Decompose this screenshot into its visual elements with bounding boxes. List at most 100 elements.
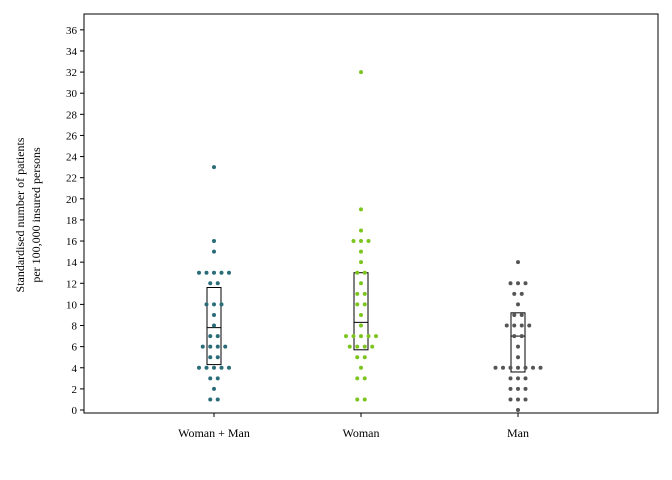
data-point bbox=[359, 365, 363, 370]
y-tick-label: 8 bbox=[72, 321, 78, 333]
data-point bbox=[351, 334, 356, 339]
data-point bbox=[359, 207, 363, 212]
y-tick-label: 28 bbox=[66, 109, 78, 121]
data-point bbox=[362, 397, 367, 402]
y-tick-label: 0 bbox=[72, 405, 78, 417]
data-point bbox=[519, 291, 524, 296]
data-point bbox=[508, 386, 513, 391]
data-point bbox=[208, 281, 213, 286]
y-tick-label: 16 bbox=[66, 236, 78, 248]
data-point bbox=[519, 323, 524, 328]
data-point bbox=[355, 344, 360, 349]
y-tick-label: 30 bbox=[66, 88, 78, 100]
x-category-label: Man bbox=[507, 426, 529, 440]
data-point bbox=[370, 344, 375, 349]
data-point bbox=[204, 270, 209, 275]
y-tick-label: 22 bbox=[66, 173, 77, 185]
data-point bbox=[516, 408, 520, 412]
data-point bbox=[223, 344, 228, 349]
data-point bbox=[212, 165, 216, 170]
data-point bbox=[212, 249, 216, 254]
y-tick-label: 14 bbox=[66, 257, 78, 269]
data-point bbox=[204, 365, 209, 370]
data-point bbox=[227, 365, 231, 370]
y-tick-label: 2 bbox=[72, 384, 78, 396]
data-point bbox=[355, 270, 360, 275]
data-point bbox=[523, 386, 528, 391]
data-point bbox=[362, 355, 367, 360]
data-point bbox=[215, 344, 220, 349]
data-point bbox=[208, 397, 213, 402]
data-point bbox=[355, 355, 360, 360]
data-point bbox=[359, 281, 363, 286]
y-tick-label: 24 bbox=[66, 152, 78, 164]
box-iqr bbox=[353, 272, 369, 351]
data-point bbox=[204, 302, 209, 307]
data-point bbox=[200, 344, 205, 349]
chart-marks bbox=[197, 70, 543, 412]
y-tick-label: 20 bbox=[66, 194, 78, 206]
data-point bbox=[359, 323, 363, 328]
data-point bbox=[508, 281, 513, 286]
y-tick-label: 6 bbox=[72, 342, 78, 354]
y-tick-label: 10 bbox=[66, 299, 78, 311]
data-point bbox=[516, 344, 520, 349]
data-point bbox=[212, 312, 216, 317]
y-tick-label: 34 bbox=[66, 46, 78, 58]
data-point bbox=[508, 397, 513, 402]
data-point bbox=[219, 270, 224, 275]
data-point bbox=[516, 386, 520, 391]
box-iqr bbox=[206, 287, 222, 366]
y-tick-label: 26 bbox=[66, 130, 78, 142]
data-point bbox=[212, 323, 216, 328]
x-category-label: Woman + Man bbox=[178, 426, 250, 440]
data-point bbox=[366, 334, 371, 339]
data-point bbox=[219, 302, 224, 307]
series-group bbox=[344, 70, 378, 402]
data-point bbox=[374, 334, 378, 339]
data-point bbox=[516, 260, 520, 265]
data-point bbox=[538, 365, 543, 370]
data-point bbox=[355, 291, 360, 296]
data-point bbox=[516, 355, 520, 360]
data-point bbox=[351, 239, 356, 244]
data-point bbox=[215, 376, 220, 381]
data-point bbox=[362, 302, 367, 307]
data-point bbox=[212, 365, 216, 370]
data-point bbox=[523, 376, 528, 381]
data-point bbox=[215, 281, 220, 286]
data-point bbox=[359, 260, 363, 265]
y-axis-title-line-1: Standardised number of patients bbox=[13, 137, 27, 292]
data-point bbox=[359, 70, 363, 75]
data-point bbox=[512, 312, 517, 317]
data-point bbox=[197, 270, 201, 275]
data-point bbox=[359, 312, 363, 317]
data-point bbox=[516, 302, 520, 307]
data-point bbox=[362, 291, 367, 296]
y-tick-label: 32 bbox=[66, 67, 77, 79]
data-point bbox=[212, 239, 216, 244]
data-point bbox=[501, 365, 505, 370]
data-point bbox=[215, 355, 220, 360]
data-point bbox=[208, 334, 213, 339]
data-point bbox=[362, 344, 367, 349]
data-point bbox=[523, 281, 528, 286]
data-point bbox=[219, 365, 224, 370]
data-point bbox=[516, 281, 520, 286]
data-point bbox=[519, 334, 524, 339]
data-point bbox=[208, 355, 213, 360]
data-point bbox=[504, 323, 509, 328]
data-point bbox=[362, 270, 367, 275]
y-tick-label: 36 bbox=[66, 25, 78, 37]
data-point bbox=[215, 334, 220, 339]
data-point bbox=[508, 365, 513, 370]
y-axis-title-line-2: per 100,000 insured persons bbox=[29, 147, 43, 283]
data-point bbox=[523, 397, 528, 402]
data-point bbox=[359, 239, 363, 244]
data-point bbox=[359, 249, 363, 254]
data-point bbox=[516, 397, 520, 402]
y-tick-label: 12 bbox=[66, 278, 77, 290]
data-point bbox=[516, 376, 520, 381]
data-point bbox=[212, 270, 216, 275]
